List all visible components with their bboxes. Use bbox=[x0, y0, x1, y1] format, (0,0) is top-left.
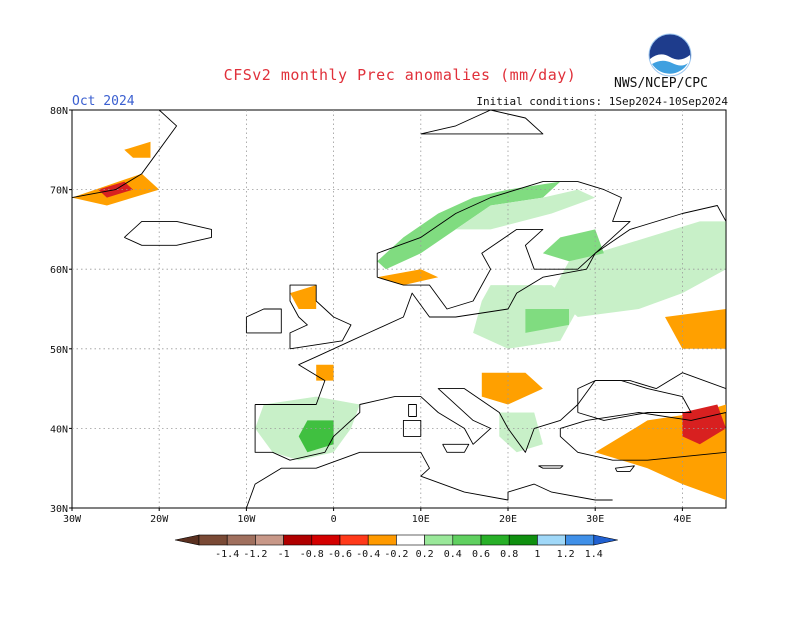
latitude-tick-label: 70N bbox=[50, 186, 68, 197]
colorbar-label: -0.8 bbox=[300, 549, 324, 560]
anomaly-region bbox=[377, 181, 561, 270]
colorbar-label: -1.4 bbox=[215, 549, 239, 560]
colorbar-low-triangle bbox=[174, 534, 200, 546]
coastline bbox=[402, 419, 422, 437]
gridlines bbox=[72, 110, 726, 508]
latitude-tick-label: 30N bbox=[50, 504, 68, 515]
colorbar-swatch bbox=[198, 534, 228, 546]
latitude-tick-label: 60N bbox=[50, 265, 68, 276]
colorbar-label: -1.2 bbox=[243, 549, 267, 560]
colorbar-swatch bbox=[283, 534, 313, 546]
colorbar: -1.4 -1.2 -1 -0.8 -0.6 -0.4 -0.2 0.2 0.4 0.6 0.8 1 1… bbox=[174, 534, 618, 560]
initial-conditions: Initial conditions: 1Sep2024-10Sep2024 bbox=[476, 95, 728, 108]
anomaly-region bbox=[290, 285, 317, 309]
longitude-tick-label: 30W bbox=[63, 514, 82, 525]
source-label: NWS/NCEP/CPC bbox=[614, 76, 708, 91]
anomaly-region bbox=[481, 372, 543, 405]
colorbar-label: -0.2 bbox=[384, 549, 408, 560]
colorbar-swatch bbox=[452, 534, 482, 546]
coastline bbox=[289, 284, 352, 350]
latitude-tick-label: 50N bbox=[50, 345, 68, 356]
coastline bbox=[420, 110, 544, 135]
colorbar-label: 0.8 bbox=[500, 549, 518, 560]
coastline bbox=[442, 443, 470, 453]
colorbar-label: -0.6 bbox=[328, 549, 352, 560]
longitude-tick-label: 0 bbox=[331, 514, 337, 525]
longitude-labels: 30W 20W 10W 0 10E 20E 30E 40E bbox=[63, 508, 691, 525]
colorbar-swatch bbox=[537, 534, 566, 546]
colorbar-label: 1.4 bbox=[585, 549, 603, 560]
chart-title: CFSv2 monthly Prec anomalies (mm/day) bbox=[223, 66, 577, 84]
coastline bbox=[408, 404, 417, 417]
colorbar-swatch bbox=[367, 534, 397, 546]
colorbar-label: -0.4 bbox=[356, 549, 380, 560]
colorbar-swatch bbox=[226, 534, 256, 546]
anomaly-region bbox=[542, 229, 604, 262]
colorbar-swatch bbox=[565, 534, 595, 546]
coastline bbox=[577, 380, 692, 421]
colorbar-label: 0.2 bbox=[416, 549, 434, 560]
colorbar-swatch bbox=[424, 534, 454, 546]
coastline bbox=[743, 373, 795, 453]
anomaly-region bbox=[682, 404, 726, 445]
longitude-tick-label: 20E bbox=[499, 514, 517, 525]
latitude-tick-label: 40N bbox=[50, 424, 68, 435]
coastline bbox=[614, 465, 635, 472]
longitude-tick-label: 20W bbox=[150, 514, 169, 525]
coastline bbox=[245, 308, 282, 334]
coastline bbox=[559, 412, 726, 461]
coastline bbox=[245, 451, 613, 508]
colorbar-label: -1 bbox=[278, 549, 290, 560]
latitude-labels: 30N 40N 50N 60N 70N 80N bbox=[50, 106, 72, 515]
colorbar-swatch bbox=[339, 534, 369, 546]
anomaly-region bbox=[455, 189, 596, 230]
anomaly-region bbox=[316, 364, 334, 381]
colorbar-swatch bbox=[480, 534, 510, 546]
anomaly-region bbox=[377, 269, 439, 286]
coastline bbox=[72, 110, 178, 199]
forecast-month: Oct 2024 bbox=[72, 94, 135, 109]
noaa-logo bbox=[648, 33, 692, 77]
coastlines bbox=[72, 110, 795, 508]
colorbar-label: 0.6 bbox=[472, 549, 490, 560]
coastline bbox=[538, 465, 564, 469]
colorbar-label: 0.4 bbox=[444, 549, 462, 560]
coastline bbox=[376, 181, 631, 310]
anomaly-region bbox=[499, 412, 543, 453]
anomaly-region bbox=[665, 309, 726, 349]
latitude-tick-label: 80N bbox=[50, 106, 68, 117]
anomaly-region bbox=[124, 141, 151, 158]
longitude-tick-label: 30E bbox=[586, 514, 604, 525]
colorbar-swatch bbox=[396, 534, 425, 546]
colorbar-swatch bbox=[311, 534, 341, 546]
coastline bbox=[123, 220, 212, 246]
colorbar-label: 1 bbox=[534, 549, 540, 560]
colorbar-high-triangle bbox=[593, 534, 618, 546]
longitude-tick-label: 10E bbox=[412, 514, 430, 525]
longitude-tick-label: 40E bbox=[673, 514, 691, 525]
anomaly-region bbox=[525, 309, 569, 333]
colorbar-swatch bbox=[508, 534, 538, 546]
colorbar-swatch bbox=[255, 534, 284, 546]
longitude-tick-label: 10W bbox=[237, 514, 256, 525]
colorbar-label: 1.2 bbox=[557, 549, 575, 560]
